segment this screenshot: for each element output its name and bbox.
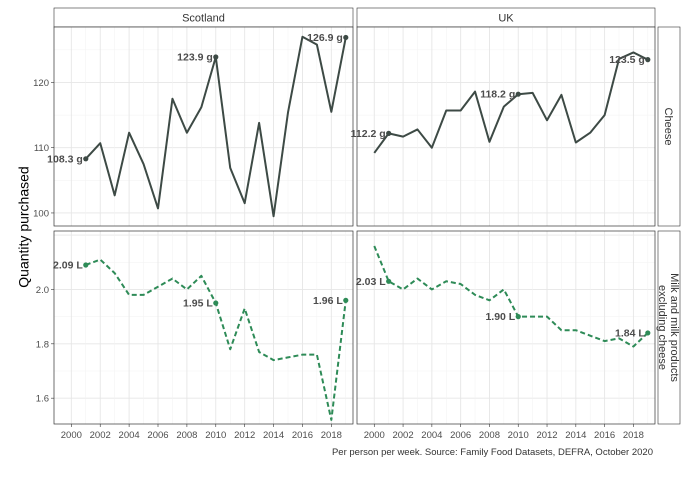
data-label: 123.5 g bbox=[609, 54, 645, 66]
x-tick-label: 2008 bbox=[479, 430, 500, 441]
row-strip-line: Cheese bbox=[662, 108, 674, 146]
y-tick-label: 100 bbox=[33, 208, 49, 219]
panel-background bbox=[357, 27, 655, 226]
data-point bbox=[83, 156, 89, 162]
panel-scotland-row-1: 108.3 g 123.9 g 126.9 g bbox=[47, 26, 354, 227]
strip-label-scotland: Scotland bbox=[182, 13, 225, 25]
data-point bbox=[386, 278, 392, 284]
row-strip-label: Cheese bbox=[662, 108, 674, 146]
x-tick-label: 2010 bbox=[205, 430, 226, 441]
data-point bbox=[343, 34, 349, 41]
y-axis-label: Quantity purchased bbox=[16, 166, 32, 287]
panel-background bbox=[54, 27, 353, 226]
cheese-line bbox=[373, 51, 649, 154]
x-tick-label: 2016 bbox=[292, 430, 313, 441]
panel-border bbox=[356, 230, 656, 425]
x-tick-label: 2002 bbox=[392, 430, 413, 441]
data-point bbox=[83, 262, 89, 268]
x-tick-label: 2012 bbox=[234, 430, 255, 441]
panel-uk-row-1: 112.2 g 118.2 g 123.5 g bbox=[351, 26, 656, 227]
x-tick-label: 2012 bbox=[536, 430, 557, 441]
y-tick-label: 110 bbox=[34, 143, 49, 154]
data-point bbox=[213, 300, 219, 306]
data-label: 2.03 L bbox=[356, 276, 386, 288]
y-tick-label: 120 bbox=[33, 78, 49, 89]
row-strip-line: excluding cheese bbox=[656, 285, 668, 370]
data-label: 112.2 g bbox=[351, 128, 386, 140]
panel-uk-row-2: 2.03 L 1.90 L 1.84 L bbox=[356, 230, 656, 425]
data-point bbox=[645, 57, 651, 63]
milk-line bbox=[373, 245, 649, 348]
panel-background bbox=[357, 231, 655, 424]
strip-label-uk: UK bbox=[498, 13, 514, 25]
y-tick-label: 1.6 bbox=[36, 394, 49, 405]
x-tick-label: 2006 bbox=[450, 430, 471, 441]
data-point bbox=[386, 130, 392, 136]
data-point bbox=[645, 330, 651, 336]
data-label: 126.9 g bbox=[307, 32, 343, 44]
x-tick-label: 2000 bbox=[61, 430, 82, 441]
data-point bbox=[213, 54, 219, 60]
row-strip bbox=[657, 230, 681, 425]
data-label: 1.90 L bbox=[485, 311, 515, 323]
data-label: 123.9 g bbox=[177, 52, 213, 64]
x-tick-label: 2004 bbox=[119, 430, 140, 441]
panel-background bbox=[54, 231, 353, 424]
x-tick-label: 2006 bbox=[147, 430, 168, 441]
x-tick-label: 2014 bbox=[565, 430, 586, 441]
row-strip-label: Milk and milk productsexcluding cheese bbox=[656, 273, 680, 382]
panel-border bbox=[356, 26, 656, 227]
x-tick-label: 2014 bbox=[263, 430, 284, 441]
row-strip-line: Milk and milk products bbox=[668, 273, 680, 382]
data-label: 1.84 L bbox=[615, 327, 645, 339]
data-label: 2.09 L bbox=[53, 259, 83, 271]
x-tick-label: 2008 bbox=[176, 430, 197, 441]
x-tick-label: 2016 bbox=[594, 430, 615, 441]
panel-scotland-row-2: 2.09 L 1.95 L 1.96 L bbox=[53, 230, 354, 425]
data-label: 1.95 L bbox=[183, 298, 213, 310]
facet-panels: Scotland UK Cheese Milk and milk productsex… bbox=[33, 7, 681, 441]
x-tick-label: 2018 bbox=[623, 430, 644, 441]
data-point bbox=[343, 297, 349, 303]
data-label: 1.96 L bbox=[313, 295, 343, 307]
caption: Per person per week. Source: Family Food… bbox=[332, 447, 653, 458]
panel-border bbox=[53, 26, 354, 227]
panel-border bbox=[53, 230, 354, 425]
data-point bbox=[515, 91, 521, 97]
row-strip bbox=[657, 26, 681, 227]
y-tick-label: 1.8 bbox=[36, 339, 49, 350]
x-tick-label: 2000 bbox=[364, 430, 385, 441]
x-tick-label: 2004 bbox=[421, 430, 442, 441]
y-tick-label: 2.0 bbox=[36, 285, 49, 296]
x-tick-label: 2002 bbox=[90, 430, 111, 441]
x-tick-label: 2018 bbox=[321, 430, 342, 441]
data-point bbox=[515, 314, 521, 320]
data-label: 108.3 g bbox=[47, 153, 83, 165]
data-label: 118.2 g bbox=[480, 89, 515, 101]
x-tick-label: 2010 bbox=[508, 430, 529, 441]
